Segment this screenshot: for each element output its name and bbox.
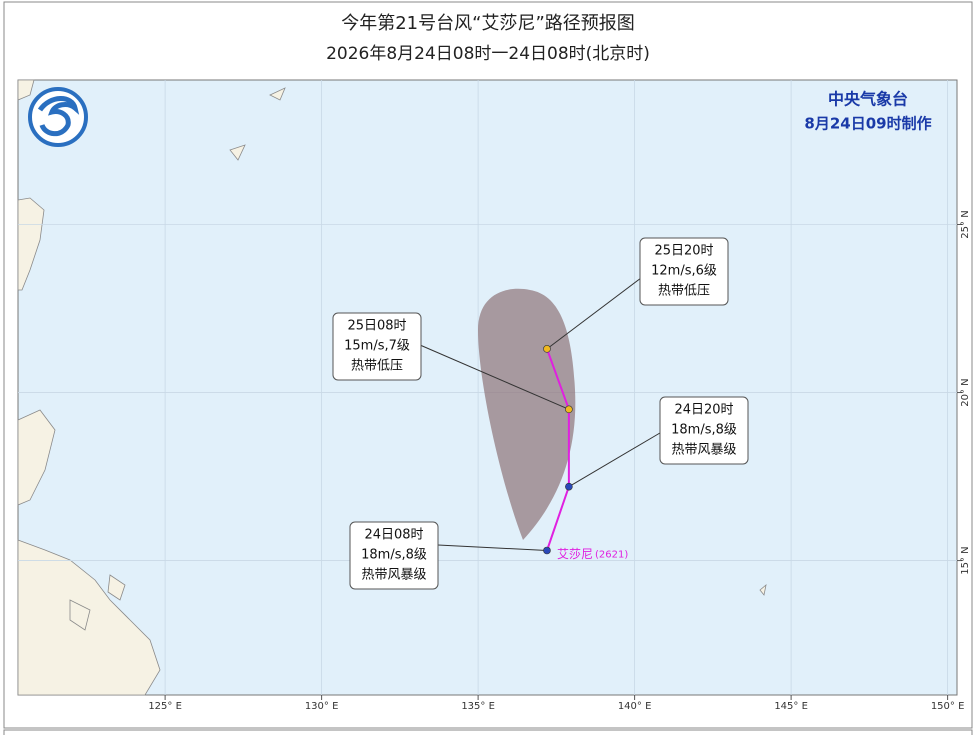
callout-box — [349, 521, 439, 590]
x-tick-label: 140° E — [618, 701, 652, 712]
callout-line — [568, 429, 666, 488]
x-tick-label: 125° E — [148, 701, 182, 712]
callout-level: 热带低压 — [351, 359, 403, 374]
callout-time: 24日20时 — [674, 403, 733, 418]
callout-line — [437, 544, 547, 551]
x-tick-label: 150° E — [931, 701, 965, 712]
y-tick-label: 15° N — [960, 546, 971, 574]
callout-box — [659, 396, 749, 465]
callout-level: 热带风暴级 — [671, 443, 736, 458]
callout-wind: 12m/s,6级 — [651, 264, 717, 279]
x-tick-label: 145° E — [774, 701, 808, 712]
callout-box — [639, 237, 729, 306]
agency-issued: 8月24日09时制作 — [804, 115, 931, 133]
callout-box — [332, 312, 422, 381]
logo — [28, 87, 88, 147]
x-tick-label: 135° E — [461, 701, 495, 712]
agency-name: 中央气象台 — [828, 90, 908, 109]
track-point — [565, 482, 573, 491]
callout-time: 24日08时 — [364, 528, 423, 543]
logo-mark — [37, 96, 80, 137]
bottom-panel — [3, 729, 973, 737]
title: 今年第21号台风“艾莎尼”路径预报图 — [341, 13, 635, 34]
y-tick-label: 25° N — [960, 210, 971, 238]
track-point — [543, 345, 551, 353]
storm-name: 艾莎尼 — [557, 547, 593, 561]
callout-wind: 18m/s,8级 — [671, 423, 737, 438]
subtitle: 2026年8月24日08时一24日08时(北京时) — [326, 44, 650, 64]
callout-time: 25日08时 — [347, 319, 406, 334]
x-tick-label: 130° E — [305, 701, 339, 712]
storm-id: (2621) — [595, 549, 628, 560]
callout-level: 热带风暴级 — [361, 568, 426, 583]
track-point — [565, 405, 573, 414]
callout-wind: 15m/s,7级 — [344, 339, 410, 354]
y-tick-label: 20° N — [960, 378, 971, 406]
callout-line — [419, 344, 570, 410]
forecast-cone — [478, 288, 576, 540]
track-line — [546, 348, 570, 551]
track-point — [543, 546, 551, 555]
callout-wind: 18m/s,8级 — [361, 548, 427, 563]
callout-time: 25日20时 — [654, 244, 713, 259]
callout-line — [546, 274, 646, 350]
land — [17, 79, 767, 696]
callout-level: 热带低压 — [658, 284, 710, 299]
